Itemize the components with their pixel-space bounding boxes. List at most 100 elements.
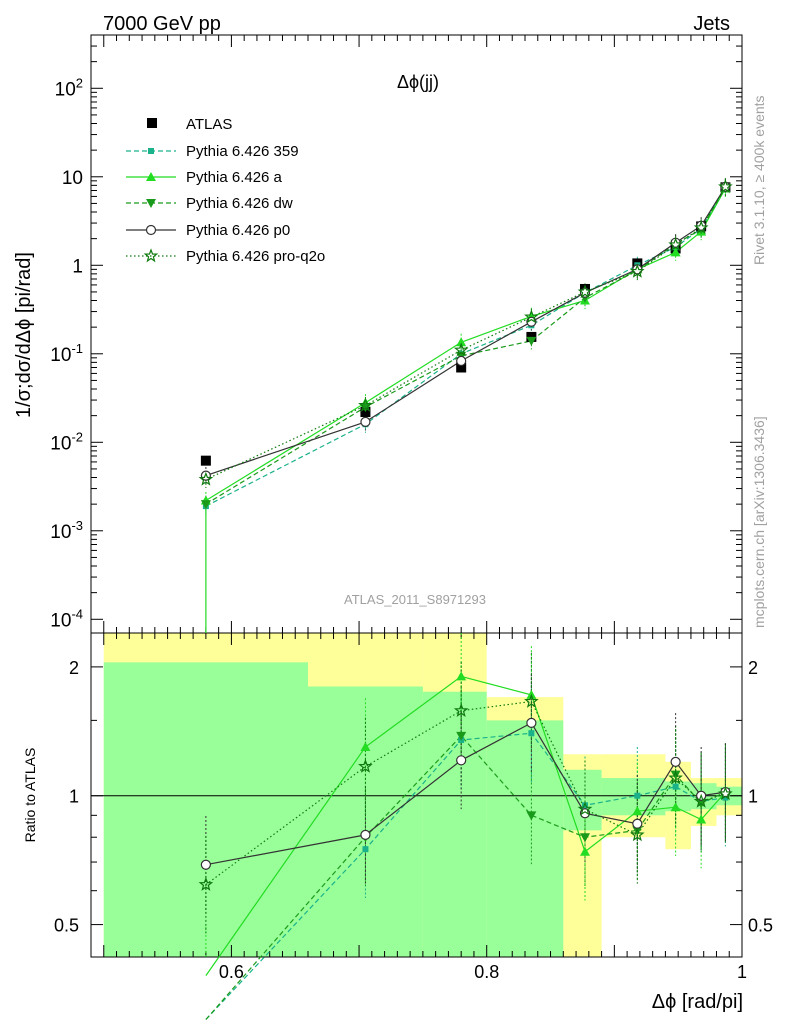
plot-frames: 10-4 10-3 10-2 10-1 1 10 102 0.6 0.8 1 0.5 0.5 1 1 2 2 (50, 34, 773, 982)
ratio-point-a (579, 846, 590, 856)
main-point-p0 (456, 355, 467, 367)
ratio-point-dw (670, 770, 681, 780)
legend-label-atlas: ATLAS (186, 116, 232, 133)
legend-marker-atlas (147, 118, 157, 128)
y-tick-label: 10 (62, 168, 83, 189)
x-tick-label: 1 (737, 962, 747, 982)
ratio-plot (198, 633, 733, 1020)
ratio-point-q2o (668, 770, 683, 785)
main-point-q2o (358, 397, 373, 412)
main-point-p0 (360, 416, 371, 427)
ratio-y-tick-label-right: 2 (748, 658, 758, 678)
ratio-point-dw (579, 833, 590, 843)
ratio-y-tick-label: 2 (69, 658, 79, 678)
legend-entry-359: Pythia 6.426 359 (126, 143, 299, 160)
y-tick-label: 1 (72, 256, 83, 277)
main-point-q2o (629, 263, 645, 278)
ratio-point-q2o (629, 827, 645, 842)
ratio-point-a (696, 814, 707, 824)
ratio-point-a (456, 671, 467, 681)
main-point-q2o (577, 284, 593, 299)
ratio-point-p0 (456, 755, 467, 766)
ratio-point-359 (362, 846, 369, 853)
legend-label-dw: Pythia 6.426 dw (186, 195, 293, 212)
legend-marker-q2o (143, 248, 159, 263)
main-point-a (670, 247, 681, 257)
main-point-q2o (668, 237, 683, 252)
ratio-point-q2o (693, 793, 709, 808)
mcplots-label: mcplots.cern.ch [arXiv:1306.3436] (751, 416, 767, 628)
ratio-point-p0 (632, 818, 643, 829)
ratio-point-359 (722, 794, 729, 801)
x-tick-label: 0.8 (474, 962, 499, 982)
ratio-point-359 (672, 783, 679, 790)
legend-entry-a: Pythia 6.426 a (126, 169, 283, 186)
band-inner-bin (563, 769, 602, 831)
ratio-point-p0 (360, 829, 371, 841)
y-tick-label: 102 (55, 75, 83, 100)
header-right: Jets (693, 13, 730, 35)
ratio-point-a (360, 741, 371, 751)
x-tick-label: 0.6 (219, 962, 244, 982)
y-tick-label: 10-4 (50, 606, 83, 631)
legend-entry-atlas: ATLAS (147, 116, 232, 133)
ratio-point-359 (528, 730, 535, 737)
legend-entry-dw: Pythia 6.426 dw (126, 195, 293, 212)
legend-label-p0: Pythia 6.426 p0 (186, 222, 290, 239)
ratio-point-q2o (358, 758, 373, 773)
ratio-point-359 (634, 792, 641, 799)
legend-entry-q2o: Pythia 6.426 pro-q2o (126, 248, 325, 265)
ratio-point-a (670, 802, 681, 812)
plot-title: Δϕ(jj) (397, 72, 439, 92)
ratio-point-q2o (577, 801, 593, 816)
main-point-q2o (693, 220, 709, 235)
ratio-y-tick-label: 0.5 (54, 916, 79, 936)
main-line-q2o (205, 186, 726, 481)
legend-marker-dw (146, 199, 156, 208)
main-point-q2o (524, 309, 539, 324)
legend-marker-a (146, 172, 156, 181)
ratio-point-q2o (198, 876, 214, 891)
main-point-q2o (198, 471, 214, 486)
ratio-point-a (632, 806, 643, 816)
legend: ATLAS Pythia 6.426 359 Pythia 6.426 a Py… (126, 116, 325, 265)
x-axis-label: Δϕ [rad/pi] (652, 991, 743, 1013)
main-point-q2o (718, 179, 733, 194)
legend-label-359: Pythia 6.426 359 (186, 143, 299, 160)
main-point-dw (200, 500, 211, 510)
legend-marker-p0 (145, 224, 157, 236)
ratio-y-tick-label-right: 0.5 (748, 916, 773, 936)
main-point-a (456, 337, 467, 347)
ratio-point-dw (632, 826, 643, 836)
ratio-point-p0 (526, 717, 537, 728)
main-point-atlas (200, 455, 211, 466)
main-point-q2o (453, 342, 469, 357)
ratio-point-q2o (524, 693, 539, 708)
y-tick-label: 10-1 (50, 341, 83, 366)
band-inner-bin (422, 691, 487, 957)
ratio-y-tick-label-right: 1 (748, 787, 758, 807)
ratio-frame (90, 632, 743, 958)
main-point-dw (526, 336, 537, 346)
ratio-point-q2o (453, 702, 469, 718)
legend-label-a: Pythia 6.426 a (186, 169, 283, 186)
legend-label-q2o: Pythia 6.426 pro-q2o (186, 248, 325, 265)
ratio-point-dw (526, 811, 537, 821)
uncertainty-bands (103, 633, 742, 957)
ratio-point-dw (456, 731, 467, 741)
header-left: 7000 GeV pp (103, 13, 221, 35)
main-point-atlas (456, 362, 467, 373)
ratio-point-q2o (718, 786, 733, 801)
ratio-point-p0 (200, 859, 211, 870)
y-tick-label: 10-3 (50, 518, 83, 543)
legend-entry-p0: Pythia 6.426 p0 (126, 222, 290, 239)
y-tick-label: 10-2 (50, 429, 83, 454)
ratio-point-p0 (670, 756, 681, 767)
analysis-id: ATLAS_2011_S8971293 (344, 592, 486, 607)
rivet-version-label: Rivet 3.1.10, ≥ 400k events (751, 95, 767, 265)
ratio-y-tick-label: 1 (69, 787, 79, 807)
y-axis-label-main: 1/σ;dσ/dΔϕ [pi/rad] (13, 252, 35, 418)
y-axis-label-ratio: Ratio to ATLAS (22, 748, 38, 843)
legend-marker-359 (148, 148, 154, 154)
